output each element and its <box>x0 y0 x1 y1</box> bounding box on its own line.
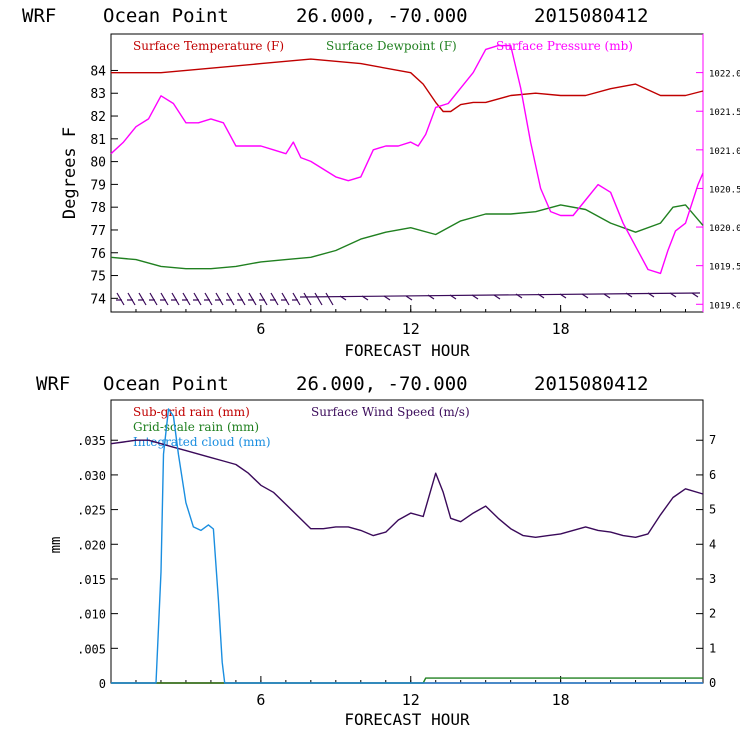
bottom-legend-subgrid-rain: Sub-grid rain (mm) <box>133 405 250 419</box>
top-y-tick-label: 82 <box>90 110 106 125</box>
top-y-tick-label: 84 <box>90 64 106 79</box>
bottom-y-axis-label: mm <box>48 537 64 554</box>
bottom-header-coords: 26.000, -70.000 <box>296 373 468 395</box>
top-wind-barbs-left <box>116 292 334 306</box>
bottom-y2-tick-label: 3 <box>709 572 716 586</box>
bottom-series <box>110 408 704 684</box>
bottom-y-tick-label: .010 <box>77 608 106 622</box>
bottom-y-tick-label: .020 <box>77 538 106 552</box>
bottom-y2-tick-label: 2 <box>709 607 716 621</box>
top-y2-tick-label: 1020.0 <box>709 224 740 234</box>
bottom-y-tick-label: .005 <box>77 642 106 656</box>
bottom-y2-tick-label: 5 <box>709 503 716 517</box>
top-y2-ticks: 1019.0 1019.5 1020.0 1020.5 1021.0 1021.5 1022… <box>696 70 740 311</box>
top-y-tick-label: 78 <box>90 201 106 216</box>
top-x-tick-label: 18 <box>552 320 570 338</box>
bottom-y-tick-label: .015 <box>77 573 106 587</box>
top-y-tick-label: 75 <box>90 270 106 285</box>
top-x-tick-label: 12 <box>402 320 420 338</box>
bottom-y2-tick-label: 6 <box>709 468 716 482</box>
top-y-tick-label: 81 <box>90 133 106 148</box>
top-legend-dewpoint: Surface Dewpoint (F) <box>326 39 457 53</box>
bottom-header-run: 2015080412 <box>534 373 648 395</box>
top-y2-tick-label: 1019.0 <box>709 301 740 311</box>
top-y2-tick-label: 1022.0 <box>709 70 740 80</box>
bottom-x-tick-label: 6 <box>256 691 265 709</box>
top-wind-barbs-right <box>339 292 699 301</box>
top-header-coords: 26.000, -70.000 <box>296 5 468 27</box>
bottom-header-location: Ocean Point <box>103 373 229 395</box>
bottom-legend-gridscale-rain: Grid-scale rain (mm) <box>133 420 259 434</box>
top-series-surface-temperature-f <box>111 58 704 113</box>
top-series <box>110 44 704 275</box>
bottom-series-integrated-cloud-mm <box>111 408 703 684</box>
top-series-surface-dewpoint-f <box>110 204 704 270</box>
bottom-y2-tick-label: 7 <box>709 433 716 447</box>
top-wind-barb-shaft <box>299 292 701 298</box>
bottom-legend-wind-speed: Surface Wind Speed (m/s) <box>311 405 470 419</box>
top-x-ticks: 6 12 18 <box>135 305 687 338</box>
bottom-y2-ticks: 0 1 2 3 4 5 6 7 <box>696 433 716 690</box>
top-y2-tick-label: 1019.5 <box>709 263 740 273</box>
top-legend-temperature: Surface Temperature (F) <box>133 39 284 53</box>
top-wind-barbs <box>116 292 701 306</box>
bottom-y2-tick-label: 4 <box>709 537 716 551</box>
bottom-y-tick-label: 0 <box>99 677 106 691</box>
top-y-tick-label: 76 <box>90 247 106 262</box>
top-x-tick-label: 6 <box>256 320 265 338</box>
top-y2-tick-label: 1021.0 <box>709 147 740 157</box>
top-header-run: 2015080412 <box>534 5 648 27</box>
bottom-y2-tick-label: 1 <box>709 641 716 655</box>
top-legend-pressure: Surface Pressure (mb) <box>496 39 633 53</box>
top-y-tick-label: 79 <box>90 178 106 193</box>
bottom-y-tick-label: .030 <box>77 469 106 483</box>
bottom-y-tick-label: .035 <box>77 434 106 448</box>
bottom-x-axis-label: FORECAST HOUR <box>344 710 470 729</box>
bottom-y2-tick-label: 0 <box>709 676 716 690</box>
top-y-tick-label: 83 <box>90 87 106 102</box>
top-header-model: WRF <box>22 5 56 27</box>
bottom-x-tick-label: 12 <box>402 691 420 709</box>
bottom-x-ticks: 6 12 18 <box>135 676 687 709</box>
bottom-header-model: WRF <box>36 373 70 395</box>
top-chart: WRF Ocean Point 26.000, -70.000 20150804… <box>22 5 740 360</box>
top-y-tick-label: 74 <box>90 292 106 307</box>
top-y2-tick-label: 1021.5 <box>709 108 740 118</box>
bottom-series-surface-wind-speed-m-s <box>110 439 704 538</box>
bottom-y-tick-label: .025 <box>77 504 106 518</box>
top-y2-tick-label: 1020.5 <box>709 185 740 195</box>
top-y-tick-label: 77 <box>90 224 106 239</box>
top-series-surface-pressure-mb <box>110 44 704 275</box>
top-header-location: Ocean Point <box>103 5 229 27</box>
bottom-x-tick-label: 18 <box>552 691 570 709</box>
top-x-axis-label: FORECAST HOUR <box>344 341 470 360</box>
bottom-chart: WRF Ocean Point 26.000, -70.000 20150804… <box>36 373 716 729</box>
top-y-axis-label: Degrees F <box>60 127 80 219</box>
top-y-tick-label: 80 <box>90 156 106 171</box>
top-y-ticks: 74 75 76 77 78 79 80 81 82 83 84 <box>90 64 118 307</box>
bottom-y-ticks: 0 .005 .010 .015 .020 .025 .030 .035 <box>77 434 118 691</box>
